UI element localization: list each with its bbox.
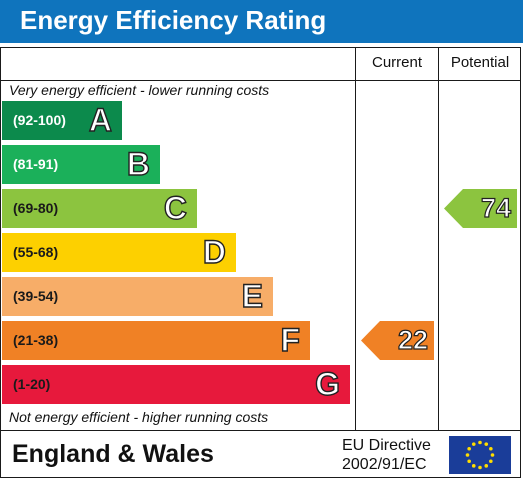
note-top: Very energy efficient - lower running co…	[9, 82, 270, 98]
band-letter: D	[202, 233, 227, 270]
potential-rating-arrow: 74	[444, 189, 517, 228]
band-range: (92-100)	[13, 112, 66, 128]
eu-flag-star	[484, 464, 489, 468]
eu-directive-line1: EU Directive	[342, 437, 431, 454]
band-e: (39-54) E	[2, 277, 273, 316]
eu-flag-star	[478, 465, 482, 470]
potential-arrow-shape	[444, 189, 517, 228]
band-letter: B	[126, 145, 151, 182]
band-range: (81-91)	[13, 156, 59, 172]
eu-directive: EU Directive 2002/91/EC	[342, 436, 431, 474]
footer-region: England & Wales	[12, 440, 214, 468]
eu-flag-star	[467, 446, 471, 451]
band-letter: F	[280, 321, 301, 358]
eu-flag-star	[489, 459, 493, 464]
column-header-current: Current	[371, 54, 423, 71]
eu-flag-star	[471, 464, 476, 468]
eu-directive-line2: 2002/91/EC	[342, 456, 427, 473]
current-arrow-shape	[361, 321, 434, 360]
eu-flag-icon	[449, 436, 511, 474]
band-range: (39-54)	[13, 288, 59, 304]
band-a: (92-100) A	[2, 101, 122, 140]
band-range: (21-38)	[13, 332, 59, 348]
eu-flag-star	[471, 442, 476, 446]
column-header-potential: Potential	[450, 54, 510, 71]
current-rating-value: 22	[397, 324, 428, 355]
title-bar: Energy Efficiency Rating	[0, 0, 523, 43]
eu-flag-star	[489, 446, 493, 451]
current-rating-arrow: 22	[361, 321, 434, 360]
eu-flag-star	[484, 442, 489, 446]
eu-flag-star	[478, 440, 482, 445]
rating-frame	[0, 47, 521, 478]
header-divider	[0, 80, 521, 81]
band-range: (1-20)	[13, 376, 51, 392]
eu-flag-star	[490, 453, 495, 457]
note-bottom: Not energy efficient - higher running co…	[9, 409, 269, 425]
band-letter: E	[241, 277, 264, 314]
band-b: (81-91) B	[2, 145, 160, 184]
band-d: (55-68) D	[2, 233, 236, 272]
column-divider-potential	[438, 47, 439, 431]
potential-rating-value: 74	[480, 192, 511, 223]
band-range: (69-80)	[13, 200, 59, 216]
band-f: (21-38) F	[2, 321, 310, 360]
band-g: (1-20) G	[2, 365, 350, 404]
column-divider-current	[355, 47, 356, 431]
band-letter: G	[314, 365, 340, 402]
band-c: (69-80) C	[2, 189, 197, 228]
band-letter: A	[88, 101, 113, 138]
page-title: Energy Efficiency Rating	[20, 5, 327, 35]
band-letter: C	[163, 189, 188, 226]
eu-flag-star	[465, 453, 470, 457]
footer-divider	[0, 430, 521, 431]
eu-flag-star	[467, 459, 471, 464]
band-range: (55-68)	[13, 244, 59, 260]
